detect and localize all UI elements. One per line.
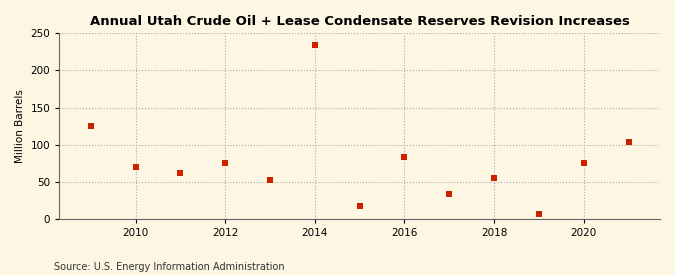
Text: Source: U.S. Energy Information Administration: Source: U.S. Energy Information Administ… xyxy=(54,262,285,272)
Y-axis label: Million Barrels: Million Barrels xyxy=(15,89,25,163)
Title: Annual Utah Crude Oil + Lease Condensate Reserves Revision Increases: Annual Utah Crude Oil + Lease Condensate… xyxy=(90,15,630,28)
